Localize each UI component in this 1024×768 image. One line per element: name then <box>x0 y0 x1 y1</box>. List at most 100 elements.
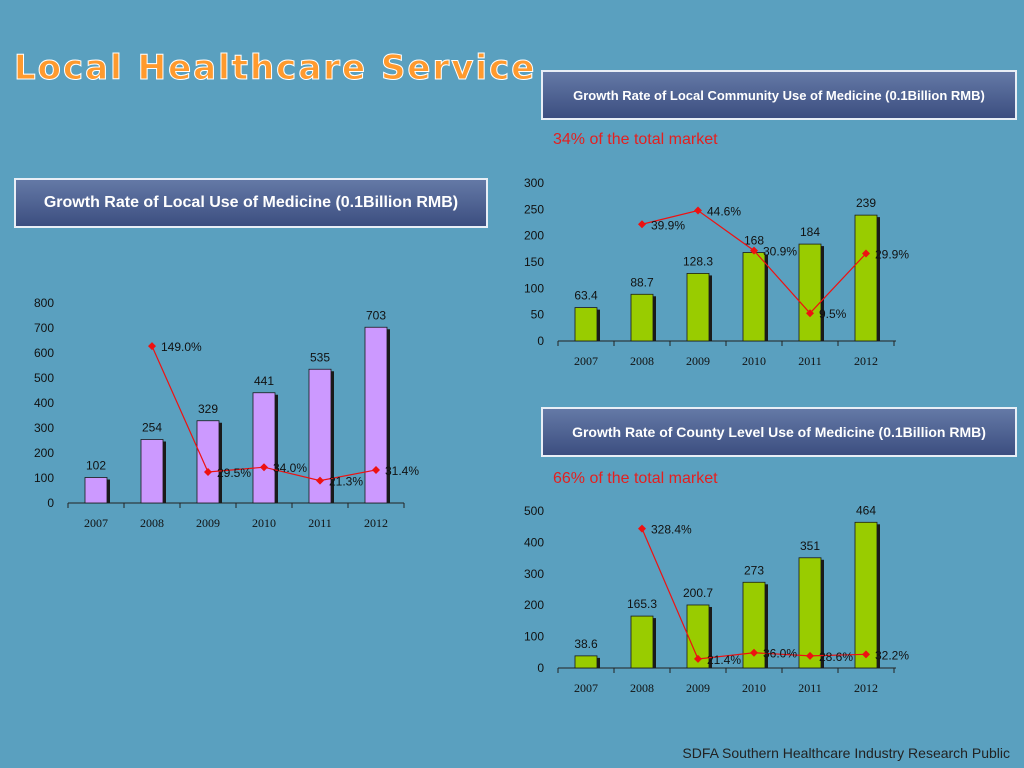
y-tick-label: 300 <box>524 567 544 581</box>
bar-value-label: 464 <box>856 503 876 517</box>
x-tick-label: 2009 <box>686 681 710 695</box>
growth-rate-label: 328.4% <box>651 523 692 537</box>
community-chart-heading: Growth Rate of Local Community Use of Me… <box>541 70 1017 120</box>
bar-value-label: 535 <box>310 350 330 364</box>
growth-rate-marker <box>750 246 758 255</box>
bar-value-label: 102 <box>86 459 106 473</box>
growth-rate-marker <box>638 220 646 229</box>
x-tick-label: 2012 <box>854 354 878 368</box>
bar-value-label: 254 <box>142 421 162 435</box>
y-tick-label: 150 <box>524 255 544 269</box>
bar <box>630 293 654 342</box>
x-tick-label: 2008 <box>630 354 654 368</box>
bar <box>630 615 654 669</box>
growth-rate-label: 28.6% <box>819 650 853 664</box>
growth-rate-label: 31.4% <box>385 464 419 478</box>
bar-value-label: 38.6 <box>574 637 598 651</box>
bar-value-label: 703 <box>366 308 386 322</box>
bar-value-label: 168 <box>744 234 764 248</box>
community-share-note: 34% of the total market <box>553 131 718 148</box>
bar <box>798 557 822 669</box>
y-tick-label: 300 <box>34 421 54 435</box>
page-title: Local Healthcare Service <box>13 48 537 89</box>
growth-rate-marker <box>862 650 870 659</box>
y-tick-label: 200 <box>524 598 544 612</box>
x-tick-label: 2011 <box>798 354 822 368</box>
bar-value-label: 441 <box>254 374 274 388</box>
bar-value-label: 351 <box>800 539 820 553</box>
y-tick-label: 0 <box>47 496 54 510</box>
growth-rate-marker <box>694 654 702 663</box>
bar-value-label: 63.4 <box>574 289 598 303</box>
growth-rate-label: 44.6% <box>707 205 741 219</box>
bar <box>196 420 220 504</box>
bar <box>364 326 388 504</box>
y-tick-label: 100 <box>524 281 544 295</box>
bar <box>686 273 710 342</box>
growth-rate-label: 21.4% <box>707 653 741 667</box>
bar-value-label: 128.3 <box>683 254 713 268</box>
bar <box>140 439 164 504</box>
growth-rate-label: 39.9% <box>651 218 685 232</box>
y-tick-label: 500 <box>524 504 544 518</box>
bar-value-label: 239 <box>856 196 876 210</box>
y-tick-label: 100 <box>34 471 54 485</box>
bar <box>84 477 108 504</box>
growth-rate-label: 32.2% <box>875 648 909 662</box>
bar-value-label: 184 <box>800 225 820 239</box>
footer-credit: SDFA Southern Healthcare Industry Resear… <box>682 745 1010 761</box>
bar <box>308 368 332 504</box>
growth-rate-label: 34.0% <box>273 461 307 475</box>
x-tick-label: 2009 <box>686 354 710 368</box>
growth-rate-marker <box>316 476 324 485</box>
county-chart-heading: Growth Rate of County Level Use of Medic… <box>541 407 1017 457</box>
bar-value-label: 273 <box>744 563 764 577</box>
growth-rate-marker <box>204 467 212 476</box>
bar-value-label: 200.7 <box>683 586 713 600</box>
y-tick-label: 500 <box>34 371 54 385</box>
growth-rate-marker <box>638 524 646 533</box>
x-tick-label: 2008 <box>630 681 654 695</box>
growth-rate-label: 21.3% <box>329 475 363 489</box>
x-tick-label: 2007 <box>574 354 598 368</box>
y-tick-label: 700 <box>34 321 54 335</box>
bar <box>686 604 710 669</box>
y-tick-label: 200 <box>34 446 54 460</box>
x-tick-label: 2007 <box>574 681 598 695</box>
y-tick-label: 400 <box>34 396 54 410</box>
growth-rate-marker <box>372 465 380 474</box>
y-tick-label: 100 <box>524 630 544 644</box>
growth-rate-label: 30.9% <box>763 245 797 259</box>
x-tick-label: 2011 <box>798 681 822 695</box>
bar <box>574 307 598 342</box>
x-tick-label: 2010 <box>742 681 766 695</box>
county-share-note: 66% of the total market <box>553 470 718 487</box>
growth-rate-marker <box>750 648 758 657</box>
community-chart-heading-text: Growth Rate of Local Community Use of Me… <box>573 87 985 103</box>
growth-rate-label: 36.0% <box>763 647 797 661</box>
y-tick-label: 600 <box>34 346 54 360</box>
x-tick-label: 2010 <box>742 354 766 368</box>
growth-rate-marker <box>260 463 268 472</box>
bar <box>854 214 878 342</box>
x-tick-label: 2008 <box>140 516 164 530</box>
bar <box>742 581 766 669</box>
local-chart-heading-text: Growth Rate of Local Use of Medicine (0.… <box>43 194 459 211</box>
growth-rate-marker <box>806 651 814 660</box>
growth-rate-label: 149.0% <box>161 340 202 354</box>
local-chart-heading: Growth Rate of Local Use of Medicine (0.… <box>14 178 488 228</box>
bar <box>574 655 598 669</box>
growth-rate-label: 29.5% <box>217 466 251 480</box>
y-tick-label: 0 <box>537 334 544 348</box>
y-tick-label: 300 <box>524 176 544 190</box>
growth-rate-label: 29.9% <box>875 248 909 262</box>
county-chart-heading-text: Growth Rate of County Level Use of Medic… <box>572 424 986 440</box>
bar <box>854 521 878 669</box>
y-tick-label: 50 <box>531 308 545 322</box>
y-tick-label: 800 <box>34 296 54 310</box>
bar-value-label: 88.7 <box>630 275 654 289</box>
bar <box>798 243 822 342</box>
